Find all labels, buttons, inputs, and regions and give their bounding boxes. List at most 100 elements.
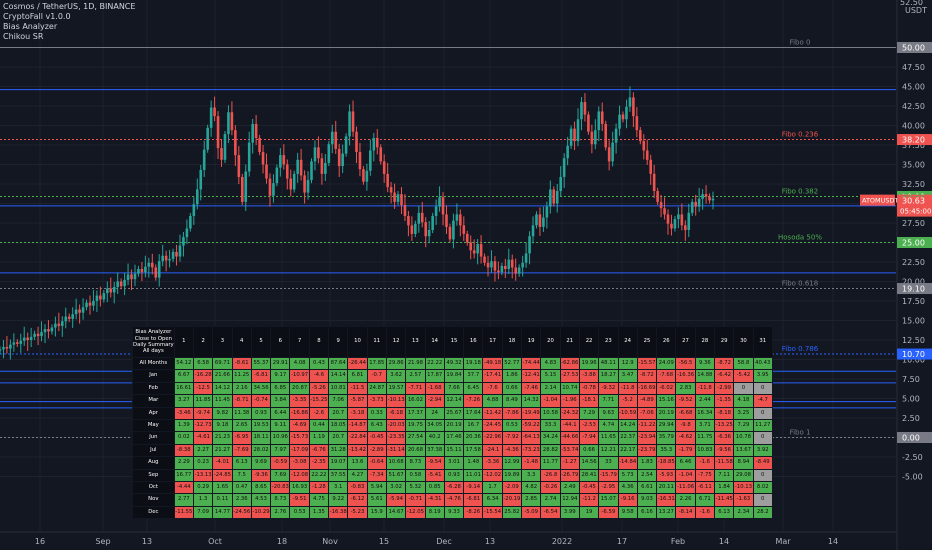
indicator-chikou-sr[interactable]: Chikou SR: [3, 32, 44, 41]
bias-cell: -6.36: [713, 431, 735, 445]
bias-cell: 7.09: [192, 505, 214, 520]
bias-cell: 11.01: [463, 468, 484, 482]
bias-cell: -26.79: [559, 468, 580, 482]
symbol-title[interactable]: Cosmos / TetherUS, 1D, BINANCE: [3, 2, 136, 11]
bias-cell: 10.96: [270, 431, 291, 445]
candle-body: [168, 258, 171, 261]
candle-body: [670, 223, 673, 229]
candle-body: [130, 274, 133, 280]
bias-cell: 18.11: [250, 431, 272, 445]
bias-cell: 9.82: [212, 406, 233, 420]
bias-cell: 16.93: [289, 480, 310, 495]
candle-body: [649, 159, 652, 174]
bias-cell: 16.7: [463, 418, 484, 433]
candle-body: [324, 162, 327, 174]
candle-body: [407, 215, 410, 226]
bias-row: Feb 16.61 -12.5 14.12 2.16 34.56 6.85 20.87 -5.2…: [132, 381, 773, 396]
bias-cell: 31.28: [328, 443, 349, 458]
time-tick-label: 17: [617, 537, 627, 546]
price-tick-label: 2.50: [902, 414, 920, 423]
bias-cell: 16.34: [694, 406, 716, 420]
candle-body: [611, 142, 614, 162]
candle-body: [227, 112, 230, 135]
bias-cell: -2.53: [578, 418, 600, 433]
candle-body: [67, 316, 71, 319]
bias-title-line-2: Close to Open: [134, 335, 172, 342]
candle-body: [317, 147, 320, 159]
bias-cell: -20.83: [270, 480, 291, 495]
candle-body: [434, 206, 438, 216]
bias-cell: 15.16: [656, 394, 677, 408]
bias-cell: -12.08: [289, 468, 310, 482]
bias-cell: 0.11: [212, 493, 233, 507]
candle-body: [251, 123, 254, 143]
candle-body: [126, 274, 130, 280]
candle-body: [182, 237, 185, 246]
bias-cell: -15.79: [598, 468, 619, 482]
bias-cell: -0.45: [366, 431, 387, 445]
bias-cell: 0: [733, 381, 754, 396]
candle-body: [472, 250, 476, 254]
candle-body: [358, 152, 362, 170]
bias-cell: -15.57: [636, 356, 658, 371]
price-tick-label: 35.00: [902, 161, 925, 170]
bias-cell: 25.82: [501, 505, 523, 520]
candle-body: [268, 178, 272, 196]
bias-cell: -6.11: [694, 480, 716, 495]
bias-cell: 1.83: [636, 456, 658, 470]
bias-cell: 16.77: [173, 468, 194, 482]
candle-body: [157, 261, 161, 278]
bias-cell: 4.75: [308, 493, 330, 507]
bias-cell: 29.08: [733, 468, 754, 482]
candle-body: [78, 309, 81, 313]
bias-cell: 22.22: [308, 468, 330, 482]
time-axis[interactable]: 16 Sep 13 Oct 18 Nov 15 Dec 13 2022 17 Feb 14 Mar 14: [0, 531, 896, 546]
candle-body: [711, 198, 715, 201]
bias-cell: -4.36: [501, 443, 523, 458]
bias-cell: 22.22: [424, 356, 445, 371]
candle-body: [400, 194, 403, 206]
price-tick-label: 22.50: [902, 258, 925, 267]
day-header: 16: [463, 326, 484, 358]
bias-cell: -20.03: [385, 418, 407, 433]
bias-cell: 20.87: [289, 381, 310, 396]
bias-cell: -9.32: [598, 381, 619, 396]
bias-cell: 2.77: [173, 493, 194, 507]
candle-body: [71, 314, 74, 319]
bias-cell: 1.65: [212, 480, 233, 495]
bias-row-label: Oct: [132, 480, 175, 495]
candle-body: [410, 225, 414, 234]
candle-body: [514, 267, 518, 274]
bias-row-label: Nov: [132, 493, 175, 507]
indicator-bias-analyzer[interactable]: Bias Analyzer: [3, 22, 58, 31]
candle-body: [320, 158, 324, 174]
bias-cell: -7.94: [578, 431, 600, 445]
bias-cell: -4.69: [289, 418, 310, 433]
bias-cell: 7.06: [328, 394, 349, 408]
candle-body: [57, 323, 61, 326]
bias-cell: 6.61: [636, 480, 658, 495]
bias-cell: 24.09: [656, 356, 677, 371]
time-tick-label: Sep: [95, 537, 110, 546]
bias-cell: 14.77: [212, 505, 233, 520]
candle-body: [43, 329, 47, 333]
bias-cell: 2.85: [521, 493, 542, 507]
price-axis[interactable]: 52.50USDT50.0047.5045.0042.5040.0037.503…: [896, 0, 927, 550]
bias-cell: 28.2: [752, 505, 773, 520]
day-header: 19: [521, 326, 542, 358]
bias-cell: 34.05: [424, 418, 445, 433]
indicator-cryptofall[interactable]: CryptoFall v1.0.0: [3, 12, 71, 21]
bias-cell: -7.71: [405, 381, 426, 396]
bias-cell: -6.42: [713, 369, 735, 383]
bias-cell: 33: [598, 456, 619, 470]
bias-cell: 20.7: [328, 431, 349, 445]
candle-body: [26, 337, 29, 340]
bias-cell: -7.69: [231, 443, 252, 458]
bias-cell: 3.99: [559, 505, 580, 520]
bias-row: Dec -11.55 7.09 14.77 -24.56 -10.29 2.76 0.53 1.…: [132, 505, 773, 520]
bias-cell: 0.53: [289, 505, 310, 520]
candle-body: [382, 161, 386, 174]
level-label-13: Fibo 1: [790, 429, 811, 437]
candle-body: [625, 106, 628, 120]
bias-cell: 4.18: [733, 394, 754, 408]
